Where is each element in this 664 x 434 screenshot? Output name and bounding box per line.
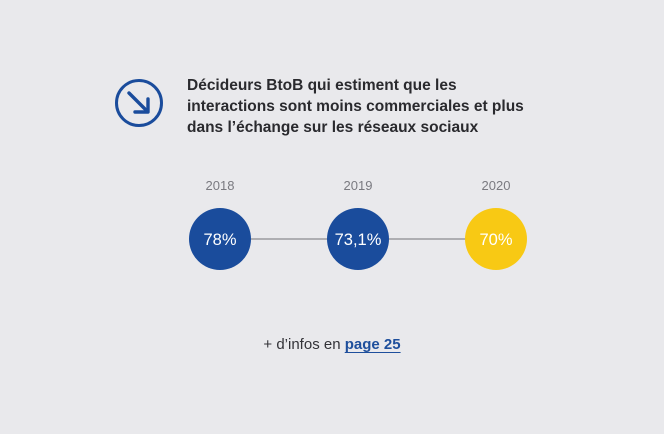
value-label: 78% [203,231,236,249]
value-bubble [465,208,527,270]
value-bubble [327,208,389,270]
page-link[interactable]: page 25 [344,336,401,353]
year-label: 2019 [344,178,373,193]
year-label: 2018 [206,178,235,193]
more-info-prefix: + d’infos en [263,336,345,353]
arrow-down-right-circle-icon [115,79,163,127]
year-label: 2020 [482,178,511,193]
value-label: 70% [479,231,512,249]
chart-title: Décideurs BtoB qui estiment que les inte… [187,77,524,136]
more-info: + d’infos en page 25 [0,336,664,353]
value-bubble [189,208,251,270]
value-label: 73,1% [335,231,382,249]
